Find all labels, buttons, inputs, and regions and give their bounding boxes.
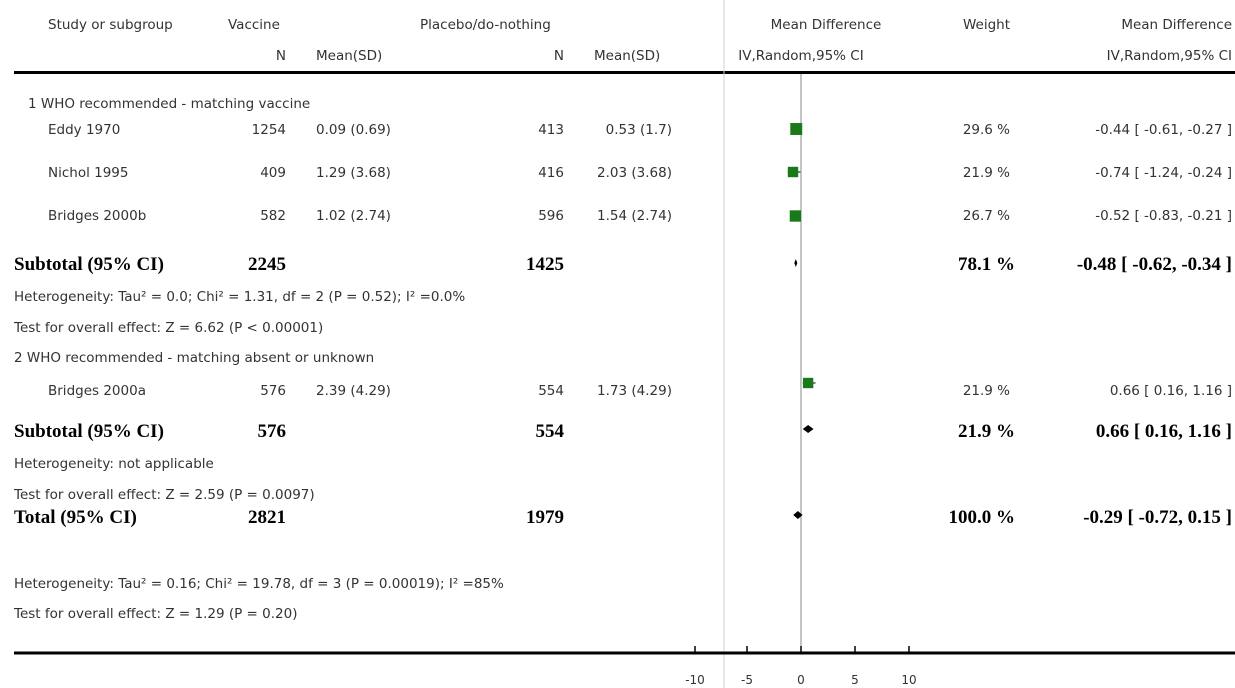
study-effect-marker [787, 166, 799, 178]
summary-diamond [802, 425, 814, 433]
study-name: Bridges 2000b [48, 208, 147, 224]
subtotal-weight: 21.9 % [958, 421, 1015, 442]
header-rule [14, 71, 1235, 74]
study-mean2: 2.03 (3.68) [597, 165, 672, 181]
total-overall-effect-text: Test for overall effect: Z = 1.29 (P = 0… [14, 606, 298, 622]
group-title: 1 WHO recommended - matching vaccine [28, 96, 311, 112]
subtotal-weight: 78.1 % [958, 254, 1015, 275]
study-n2: 554 [538, 383, 564, 399]
total-n1: 2821 [248, 507, 286, 528]
header-md-text-sub: IV,Random,95% CI [1106, 48, 1232, 64]
study-effect-marker [802, 377, 814, 389]
header-md-text: Mean Difference [1121, 17, 1232, 33]
total-n2: 1979 [526, 507, 564, 528]
subtotal-label: Subtotal (95% CI) [14, 254, 164, 275]
study-name: Eddy 1970 [48, 122, 121, 138]
study-mean1: 1.02 (2.74) [316, 208, 391, 224]
subtotal-n1: 576 [257, 421, 287, 442]
study-n1: 409 [260, 165, 286, 181]
study-n1: 582 [260, 208, 286, 224]
study-ci: -0.74 [ -1.24, -0.24 ] [1095, 165, 1232, 181]
header-md-plot-sub: IV,Random,95% CI [738, 48, 864, 64]
header-md-plot: Mean Difference [770, 17, 882, 33]
study-effect-marker [789, 210, 802, 222]
header-vaccine: Vaccine [228, 17, 280, 33]
study-n1: 576 [260, 383, 286, 399]
study-mean1: 1.29 (3.68) [316, 165, 391, 181]
header-weight: Weight [962, 17, 1010, 33]
header-n1: N [275, 48, 286, 64]
summary-diamond [794, 259, 798, 267]
study-n2: 416 [538, 165, 564, 181]
total-ci: -0.29 [ -0.72, 0.15 ] [1083, 507, 1232, 528]
study-mean2: 1.73 (4.29) [597, 383, 672, 399]
total-weight: 100.0 % [948, 507, 1016, 528]
study-name: Bridges 2000a [48, 383, 146, 399]
subtotal-label: Subtotal (95% CI) [14, 421, 164, 442]
subtotal-ci: 0.66 [ 0.16, 1.16 ] [1095, 421, 1232, 442]
study-weight: 26.7 % [962, 208, 1010, 224]
subtotal-n2: 554 [535, 421, 565, 442]
study-n1: 1254 [251, 122, 286, 138]
study-weight: 21.9 % [962, 165, 1010, 181]
study-n2: 413 [538, 122, 564, 138]
study-ci: -0.44 [ -0.61, -0.27 ] [1095, 122, 1232, 138]
study-ci: -0.52 [ -0.83, -0.21 ] [1095, 208, 1232, 224]
header-placebo: Placebo/do-nothing [420, 17, 551, 33]
heterogeneity-text: Heterogeneity: not applicable [14, 456, 214, 472]
header-n2: N [553, 48, 564, 64]
study-mean1: 2.39 (4.29) [316, 383, 391, 399]
axis-tick-label: 5 [851, 673, 859, 687]
study-mean2: 1.54 (2.74) [597, 208, 672, 224]
overall-effect-text: Test for overall effect: Z = 2.59 (P = 0… [14, 487, 315, 503]
study-ci: 0.66 [ 0.16, 1.16 ] [1109, 383, 1232, 399]
study-effect-marker [790, 123, 803, 135]
study-n2: 596 [538, 208, 564, 224]
study-mean1: 0.09 (0.69) [316, 122, 391, 138]
summary-diamond [793, 511, 803, 519]
study-weight: 21.9 % [962, 383, 1010, 399]
axis-tick-label: -5 [741, 673, 753, 687]
axis-tick-label: 0 [797, 673, 805, 687]
header-mean2: Mean(SD) [594, 48, 661, 64]
overall-effect-text: Test for overall effect: Z = 6.62 (P < 0… [14, 320, 324, 336]
group-title: 2 WHO recommended - matching absent or u… [14, 350, 375, 366]
study-weight: 29.6 % [962, 122, 1010, 138]
total-heterogeneity-text: Heterogeneity: Tau² = 0.16; Chi² = 19.78… [14, 576, 504, 592]
total-label: Total (95% CI) [14, 507, 137, 528]
subtotal-n1: 2245 [248, 254, 286, 275]
subtotal-n2: 1425 [526, 254, 564, 275]
header-mean1: Mean(SD) [316, 48, 383, 64]
header-study: Study or subgroup [48, 17, 173, 33]
subtotal-ci: -0.48 [ -0.62, -0.34 ] [1076, 254, 1232, 275]
heterogeneity-text: Heterogeneity: Tau² = 0.0; Chi² = 1.31, … [14, 289, 466, 305]
study-mean2: 0.53 (1.7) [605, 122, 672, 138]
axis-tick-label: 10 [901, 673, 916, 687]
study-name: Nichol 1995 [48, 165, 129, 181]
axis-tick-label: -10 [685, 673, 705, 687]
